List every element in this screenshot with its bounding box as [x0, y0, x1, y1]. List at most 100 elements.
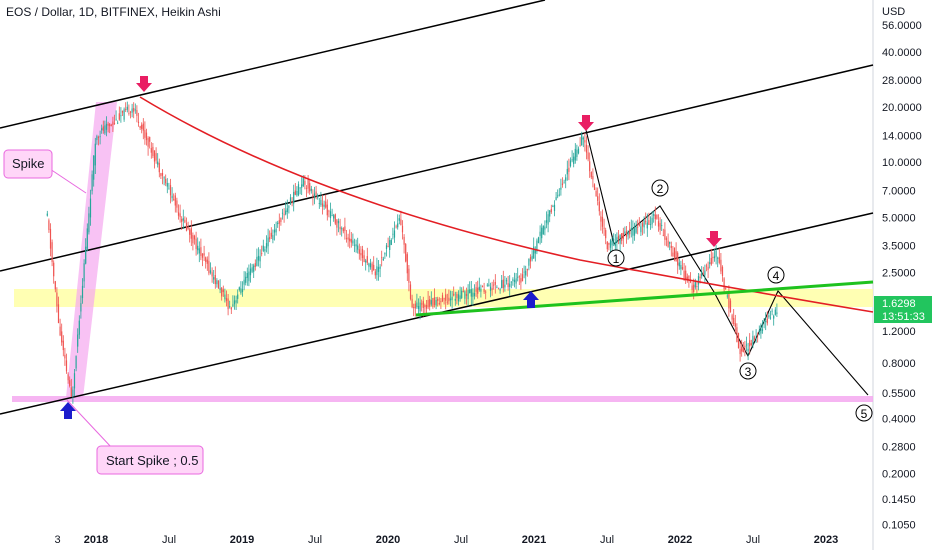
time-axis-label: Jul: [162, 534, 176, 546]
candle-body: [472, 292, 474, 297]
candle-body: [424, 305, 426, 308]
candle-body: [709, 262, 711, 264]
candle-body: [334, 214, 336, 224]
candle-body: [158, 162, 160, 173]
candle-body: [569, 160, 572, 167]
candle-body: [373, 264, 375, 271]
candle-body: [120, 115, 122, 117]
price-tick-label: 0.1450: [882, 494, 916, 506]
candle-body: [163, 177, 165, 179]
candle-body: [189, 229, 191, 235]
candle-body: [603, 227, 605, 229]
candle-body: [381, 257, 383, 259]
candle-body: [750, 343, 752, 345]
candle-body: [321, 203, 324, 207]
time-axis-label: 2020: [376, 534, 400, 546]
candle-body: [184, 219, 186, 223]
candle-body: [179, 213, 181, 218]
candle-body: [107, 123, 109, 126]
candle-body: [208, 260, 210, 274]
candle-body: [425, 305, 428, 309]
candle-body: [253, 265, 255, 272]
price-tick-label: 1.2000: [882, 326, 916, 338]
candle-body: [337, 221, 340, 224]
candle-body: [701, 272, 703, 277]
candle-body: [757, 333, 759, 335]
candle-body: [739, 349, 741, 355]
candle-body: [606, 241, 608, 250]
candle-body: [512, 279, 514, 281]
candle-body: [219, 288, 221, 290]
candle-body: [291, 201, 293, 204]
candle-body: [409, 284, 412, 299]
candle-body: [681, 267, 684, 270]
candle-body: [731, 315, 733, 320]
price-tick-label: 0.5500: [882, 388, 916, 400]
candle-body: [653, 214, 655, 216]
candle-body: [357, 245, 359, 250]
candle-body: [501, 280, 503, 289]
candle-body: [270, 232, 272, 237]
arrow-up-icon: [523, 291, 539, 308]
candle-body: [537, 237, 540, 244]
candle-body: [57, 304, 60, 323]
candle-body: [769, 317, 772, 319]
candle-body: [744, 345, 746, 348]
candle-body: [449, 298, 452, 301]
time-axis-label: 2023: [814, 534, 838, 546]
candle-body: [261, 253, 263, 255]
time-axis-label: 2021: [522, 534, 546, 546]
candle-body: [753, 337, 756, 340]
candle-body: [389, 240, 391, 250]
price-tick-label: 0.2800: [882, 442, 916, 454]
candle-body: [593, 184, 596, 190]
candle-body: [417, 306, 420, 309]
candle-body: [352, 240, 354, 244]
price-axis-unit: USD: [882, 6, 905, 18]
start-spike-connector: [66, 399, 113, 449]
candle-body: [240, 288, 242, 294]
candle-body: [48, 220, 50, 230]
candle-body: [390, 239, 392, 245]
candle-body: [509, 283, 511, 287]
candle-body: [286, 208, 288, 212]
candle-body: [686, 276, 688, 280]
candle-body: [419, 302, 421, 312]
candle-body: [664, 229, 666, 240]
candle-body: [121, 110, 124, 113]
candle-body: [205, 257, 207, 262]
candle-body: [193, 235, 196, 240]
candle-body: [461, 290, 463, 299]
candle-body: [262, 245, 264, 251]
candle-body: [171, 195, 173, 199]
candle-body: [528, 258, 530, 266]
candle-body: [206, 259, 208, 264]
candle-body: [97, 137, 100, 138]
candle-body: [507, 283, 509, 288]
candle-body: [526, 268, 528, 271]
spike-label: Spike: [12, 156, 45, 171]
candle-body: [85, 246, 87, 264]
candle-body: [595, 190, 597, 197]
candle-body: [421, 303, 423, 305]
candle-body: [533, 246, 535, 259]
candle-body: [733, 317, 735, 324]
candle-body: [264, 249, 266, 252]
candle-body: [723, 278, 725, 290]
candle-body: [632, 229, 634, 236]
candle-body: [699, 276, 701, 279]
candle-body: [137, 121, 140, 123]
candle-body: [776, 312, 778, 314]
candle-body: [651, 217, 653, 225]
candle-body: [505, 280, 508, 282]
candle-body: [675, 251, 677, 262]
candle-body: [481, 286, 484, 288]
candle-body: [331, 215, 333, 216]
candle-body: [561, 183, 564, 185]
candle-body: [101, 128, 103, 131]
candle-body: [624, 231, 626, 234]
candle-body: [53, 262, 55, 277]
candle-body: [89, 198, 92, 218]
candle-body: [539, 231, 541, 236]
